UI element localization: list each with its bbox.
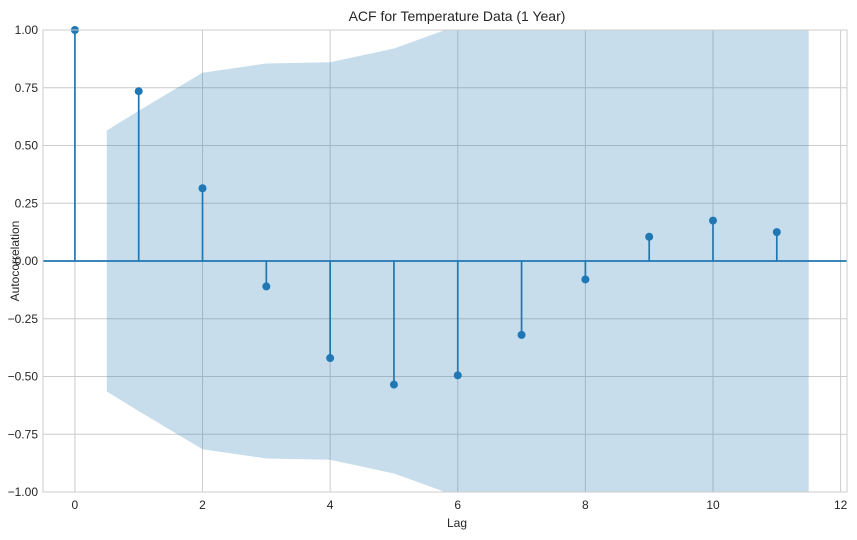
y-tick-label: 1.00 [15, 23, 39, 37]
y-tick-label: 0.25 [15, 196, 39, 210]
stem-series [43, 26, 847, 389]
stem-marker [262, 282, 271, 291]
y-tick-label: 0.50 [15, 139, 39, 153]
x-tick-label: 8 [582, 498, 589, 512]
stem-marker [134, 87, 143, 96]
stem-marker [198, 184, 207, 193]
y-tick-label: −0.50 [8, 370, 39, 384]
stem-marker [389, 380, 398, 389]
chart-title: ACF for Temperature Data (1 Year) [349, 8, 566, 24]
stem-marker [645, 232, 654, 241]
stem-marker [581, 275, 590, 284]
x-tick-label: 2 [199, 498, 206, 512]
stem-marker [453, 371, 462, 380]
y-axis-label: Autocorrelation [8, 221, 22, 302]
y-axis-ticks: 1.00 0.75 0.50 0.25 0.00 −0.25 −0.50 −0.75 −1.00 [8, 23, 39, 499]
y-tick-label: −0.25 [8, 312, 39, 326]
y-tick-label: 0.00 [15, 254, 39, 268]
x-tick-label: 6 [454, 498, 461, 512]
plot-frame [42, 29, 848, 493]
stem-marker [517, 330, 526, 339]
stem-marker [326, 354, 335, 363]
x-tick-label: 10 [706, 498, 720, 512]
y-tick-label: −1.00 [8, 485, 39, 499]
x-tick-label: 12 [834, 498, 848, 512]
x-tick-label: 0 [72, 498, 79, 512]
stem-marker [772, 228, 781, 237]
x-tick-label: 4 [327, 498, 334, 512]
stem-marker [709, 216, 717, 225]
x-axis-ticks: 0 2 4 6 8 10 12 [72, 498, 848, 512]
y-tick-label: 0.75 [15, 81, 39, 95]
y-tick-label: −0.75 [8, 427, 39, 441]
x-axis-label: Lag [447, 516, 467, 530]
